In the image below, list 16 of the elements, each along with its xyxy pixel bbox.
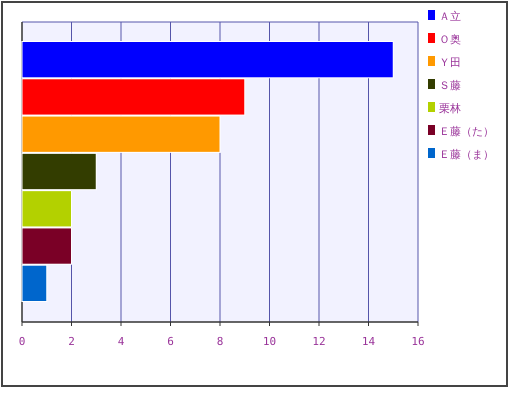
legend-label: 栗林 xyxy=(439,102,461,115)
x-tick-label: 2 xyxy=(68,335,75,348)
x-tick-label: 16 xyxy=(411,335,425,348)
x-tick-label: 4 xyxy=(118,335,125,348)
legend-label: Ｏ奥 xyxy=(439,33,461,46)
x-tick-label: 8 xyxy=(216,335,224,348)
x-tick-label: 10 xyxy=(262,335,276,348)
legend-label: Ｅ藤（ま） xyxy=(439,148,494,161)
x-tick-label: 0 xyxy=(18,335,26,348)
x-tick-label: 6 xyxy=(167,335,174,348)
x-tick-label: 14 xyxy=(362,335,376,348)
legend-label: Ｅ藤（た） xyxy=(439,125,494,138)
legend-label: Ｓ藤 xyxy=(439,79,461,92)
x-tick-label: 12 xyxy=(312,335,326,348)
legend-label: Ａ立 xyxy=(439,10,461,23)
legend-label: Ｙ田 xyxy=(439,56,461,69)
